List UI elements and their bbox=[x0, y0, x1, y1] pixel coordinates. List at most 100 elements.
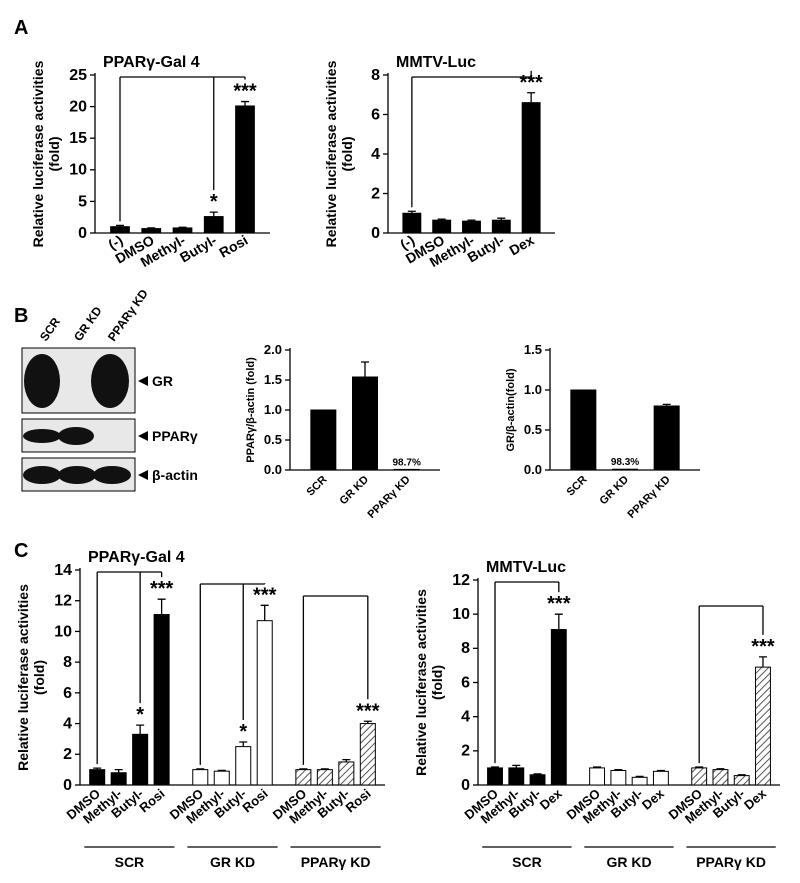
bar-label: 98.3% bbox=[611, 457, 639, 468]
error-bar bbox=[178, 226, 187, 228]
y-axis-label: (fold) bbox=[429, 665, 445, 700]
error-bar bbox=[656, 769, 665, 772]
error-bar bbox=[217, 769, 226, 772]
y-tick-label: 6 bbox=[371, 106, 380, 123]
error-bar bbox=[593, 766, 602, 768]
band-label: GR bbox=[152, 373, 173, 389]
y-axis-label: Relative luciferase activities bbox=[15, 584, 31, 771]
bar-label: *** bbox=[751, 636, 775, 658]
bar bbox=[550, 629, 567, 786]
error-bar bbox=[437, 218, 446, 221]
x-tick-label: PPARγ KD bbox=[366, 474, 413, 521]
bar bbox=[393, 468, 420, 471]
y-tick-label: 2 bbox=[63, 746, 72, 763]
y-tick-label: 6 bbox=[461, 674, 470, 691]
y-axis-label: GR/β-actin(fold) bbox=[505, 368, 517, 451]
band-label: β-actin bbox=[152, 467, 198, 483]
panel-label: A bbox=[14, 17, 28, 39]
bar bbox=[203, 216, 224, 234]
bar-label: * bbox=[239, 721, 247, 743]
y-tick-label: 2 bbox=[461, 743, 470, 760]
x-tick-label: Rosi bbox=[136, 786, 167, 816]
bar bbox=[235, 746, 252, 786]
bar bbox=[491, 219, 511, 234]
bar-label: *** bbox=[150, 578, 174, 600]
error-bar bbox=[209, 211, 218, 217]
bar bbox=[110, 226, 130, 234]
bar bbox=[359, 723, 376, 786]
lane-label: PPARγ KD bbox=[105, 286, 151, 343]
y-tick-label: 0.5 bbox=[524, 422, 542, 437]
group-label: PPARγ KD bbox=[301, 854, 371, 870]
bar-label: *** bbox=[547, 593, 571, 615]
bar bbox=[755, 666, 771, 786]
bar bbox=[295, 769, 312, 786]
error-bar bbox=[554, 613, 563, 630]
error-bar bbox=[93, 767, 102, 770]
y-tick-label: 4 bbox=[371, 146, 380, 163]
x-tick-label: PPARγ KD bbox=[626, 474, 673, 521]
error-bar bbox=[491, 766, 500, 768]
error-bar bbox=[497, 217, 506, 221]
bar bbox=[432, 219, 452, 234]
error-bar bbox=[662, 403, 671, 406]
error-bar bbox=[114, 768, 123, 773]
y-tick-label: 0 bbox=[63, 777, 72, 794]
bar bbox=[610, 769, 627, 786]
error-bar bbox=[116, 224, 124, 227]
western-blot: GR PPARγ β-actin SCR GR KD PPARγ KD bbox=[21, 286, 198, 492]
panel-label: C bbox=[14, 540, 28, 562]
y-tick-label: 8 bbox=[461, 640, 470, 657]
bar-label: *** bbox=[253, 584, 277, 606]
bar bbox=[338, 761, 355, 786]
bar bbox=[402, 212, 422, 234]
panel-label: B bbox=[14, 305, 28, 327]
y-axis-label: PPARγ/β-actin (fold) bbox=[245, 357, 257, 463]
y-tick-label: 1.5 bbox=[264, 372, 282, 387]
bar bbox=[462, 220, 481, 234]
y-tick-label: 0.5 bbox=[264, 432, 282, 447]
y-tick-label: 0.0 bbox=[524, 462, 542, 477]
y-tick-label: 0.0 bbox=[264, 462, 282, 477]
y-tick-label: 25 bbox=[69, 67, 87, 84]
bar-label: 98.7% bbox=[392, 457, 420, 468]
y-axis-label: Relative luciferase activities bbox=[323, 60, 339, 247]
error-bar bbox=[363, 720, 372, 724]
bar bbox=[316, 769, 333, 786]
chart-title: MMTV-Luc bbox=[486, 559, 566, 576]
bar bbox=[691, 767, 708, 786]
y-tick-label: 10 bbox=[69, 162, 87, 179]
y-tick-label: 12 bbox=[452, 572, 470, 589]
bar bbox=[235, 105, 255, 234]
chart-title: PPARγ-Gal 4 bbox=[103, 54, 200, 71]
error-bar bbox=[614, 768, 623, 771]
y-tick-label: 4 bbox=[461, 709, 470, 726]
y-tick-label: 14 bbox=[54, 562, 72, 579]
bar bbox=[487, 767, 503, 786]
bar bbox=[352, 376, 378, 471]
bar bbox=[631, 776, 648, 786]
y-tick-label: 15 bbox=[69, 130, 87, 147]
y-tick-label: 0 bbox=[371, 225, 380, 242]
error-bar bbox=[239, 741, 248, 747]
y-tick-label: 4 bbox=[63, 715, 72, 732]
y-tick-label: 12 bbox=[54, 593, 72, 610]
y-tick-label: 20 bbox=[69, 99, 87, 116]
error-bar bbox=[196, 768, 205, 770]
y-axis-label: Relative luciferase activities bbox=[30, 60, 46, 247]
band-label: PPARγ bbox=[152, 428, 198, 444]
error-bar bbox=[147, 227, 156, 229]
error-bar bbox=[758, 656, 767, 668]
bar bbox=[652, 770, 669, 786]
y-tick-label: 2.0 bbox=[264, 342, 282, 357]
x-tick-label: GR KD bbox=[598, 474, 632, 508]
chart-title: PPARγ-Gal 4 bbox=[88, 549, 185, 566]
x-tick-label: SCR bbox=[305, 474, 330, 499]
y-axis-label: (fold) bbox=[31, 660, 47, 695]
bar bbox=[172, 227, 193, 234]
bar bbox=[529, 774, 546, 786]
error-bar bbox=[241, 100, 249, 106]
x-tick-label: (-) bbox=[105, 232, 125, 253]
x-tick-label: SCR bbox=[565, 474, 590, 499]
bar bbox=[653, 405, 680, 471]
